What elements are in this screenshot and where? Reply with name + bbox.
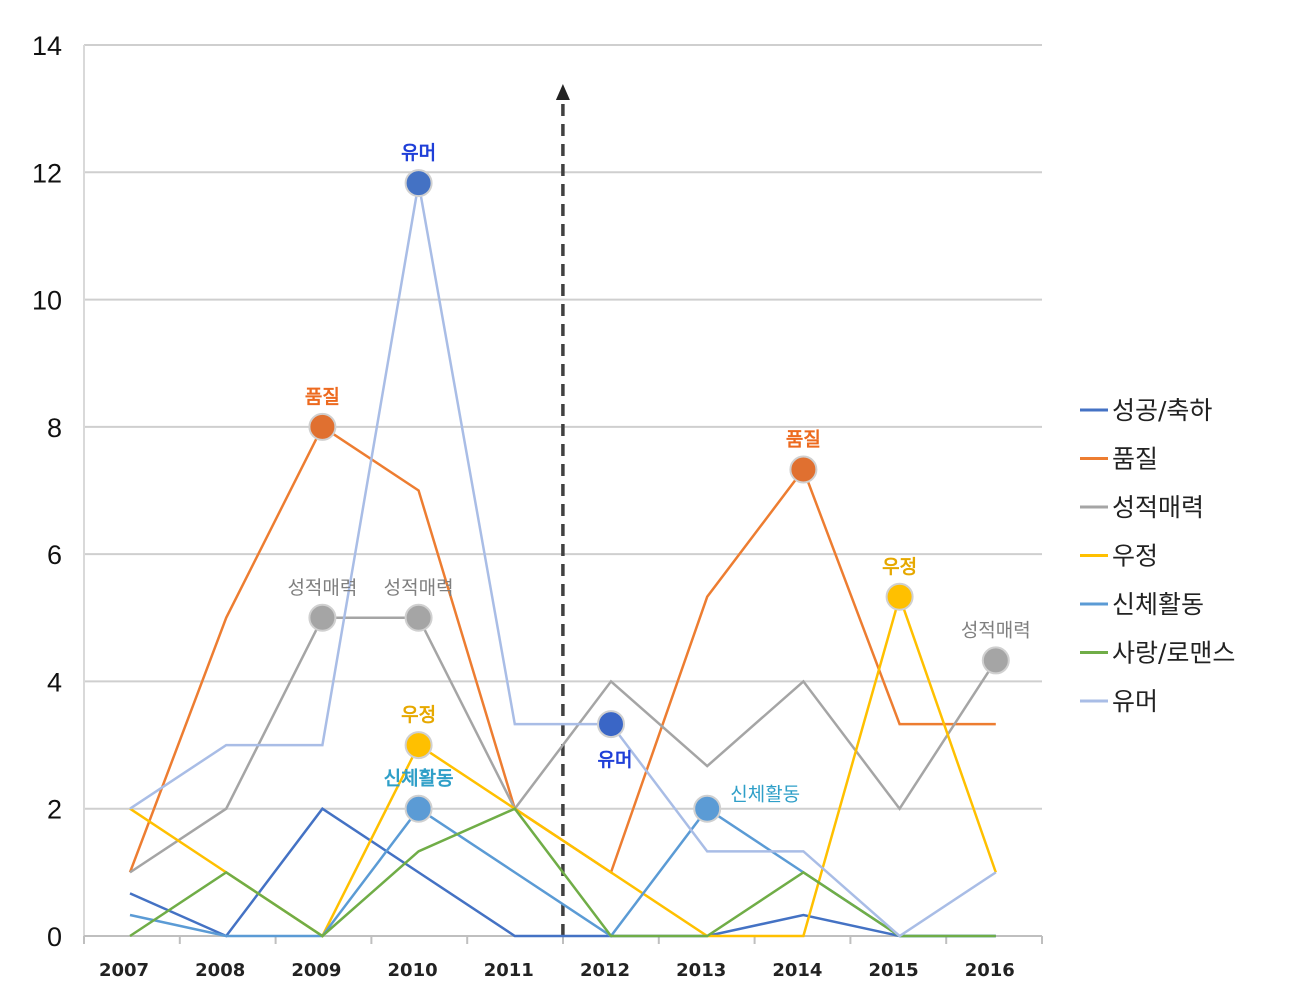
annotation-label: 신체활동 xyxy=(730,784,800,806)
annotation-label: 우정 xyxy=(401,704,436,726)
y-tick-label: 6 xyxy=(47,540,62,570)
series-line-2 xyxy=(129,616,997,874)
highlight-marker xyxy=(885,582,914,611)
highlight-markers xyxy=(308,169,1010,823)
legend-entry: 사랑/로맨스 xyxy=(1112,639,1235,668)
x-tick-label: 2010 xyxy=(388,960,438,981)
series-line-5 xyxy=(129,807,996,938)
highlight-marker xyxy=(308,412,337,441)
y-tick-label: 2 xyxy=(47,795,62,825)
period-divider xyxy=(555,84,570,936)
y-tick-label: 10 xyxy=(32,286,62,316)
annotation-label: 유머 xyxy=(401,142,436,164)
highlight-marker xyxy=(789,455,818,484)
annotation-label: 신체활동 xyxy=(384,768,454,790)
series-lines xyxy=(128,182,997,938)
annotation-label: 품질 xyxy=(305,386,340,408)
highlight-marker xyxy=(597,710,625,739)
legend-entry: 성적매력 xyxy=(1112,493,1204,522)
y-tick-label: 0 xyxy=(47,922,62,952)
y-tick-label: 12 xyxy=(32,158,62,188)
legend-entry: 유머 xyxy=(1112,687,1158,716)
x-axis-ticks: 2007 2008 2009 2010 2011 2012 2013 2014 2015 2016 xyxy=(99,960,1015,981)
x-tick-label: 2008 xyxy=(195,960,245,981)
x-tick-label: 2009 xyxy=(291,960,341,981)
highlight-marker xyxy=(404,169,433,198)
x-tick-label: 2012 xyxy=(580,960,630,981)
highlight-marker xyxy=(693,794,722,823)
highlight-marker xyxy=(981,646,1010,675)
legend-entry: 성공/축하 xyxy=(1112,396,1212,425)
annotation-label: 유머 xyxy=(598,749,633,771)
legend-entry: 품질 xyxy=(1112,445,1158,474)
x-tick-label: 2016 xyxy=(965,960,1015,981)
divider-arrowhead xyxy=(555,84,570,100)
annotation-label: 성적매력 xyxy=(384,577,454,599)
y-tick-label: 4 xyxy=(47,667,62,697)
annotation-label: 품질 xyxy=(786,428,821,450)
annotation-label: 우정 xyxy=(882,556,917,578)
legend-entry: 우정 xyxy=(1112,542,1158,571)
x-tick-label: 2007 xyxy=(99,960,149,981)
highlight-marker xyxy=(308,603,337,632)
y-tick-label: 8 xyxy=(47,413,62,443)
highlight-marker xyxy=(404,603,433,632)
highlight-marker xyxy=(404,794,433,823)
annotation-label: 성적매력 xyxy=(961,619,1031,641)
series-line-0 xyxy=(129,807,996,938)
y-axis-ticks: 0 2 4 6 8 10 12 14 xyxy=(32,31,62,952)
x-tick-label: 2011 xyxy=(484,960,534,981)
annotation-label: 성적매력 xyxy=(287,577,357,599)
series-line-6 xyxy=(129,182,997,938)
x-tick-label: 2015 xyxy=(869,960,919,981)
x-tick-label: 2013 xyxy=(676,960,726,981)
y-tick-label: 14 xyxy=(32,31,62,61)
legend-entry: 신체활동 xyxy=(1112,590,1204,619)
x-tick-label: 2014 xyxy=(772,960,822,981)
highlight-marker xyxy=(404,731,433,760)
